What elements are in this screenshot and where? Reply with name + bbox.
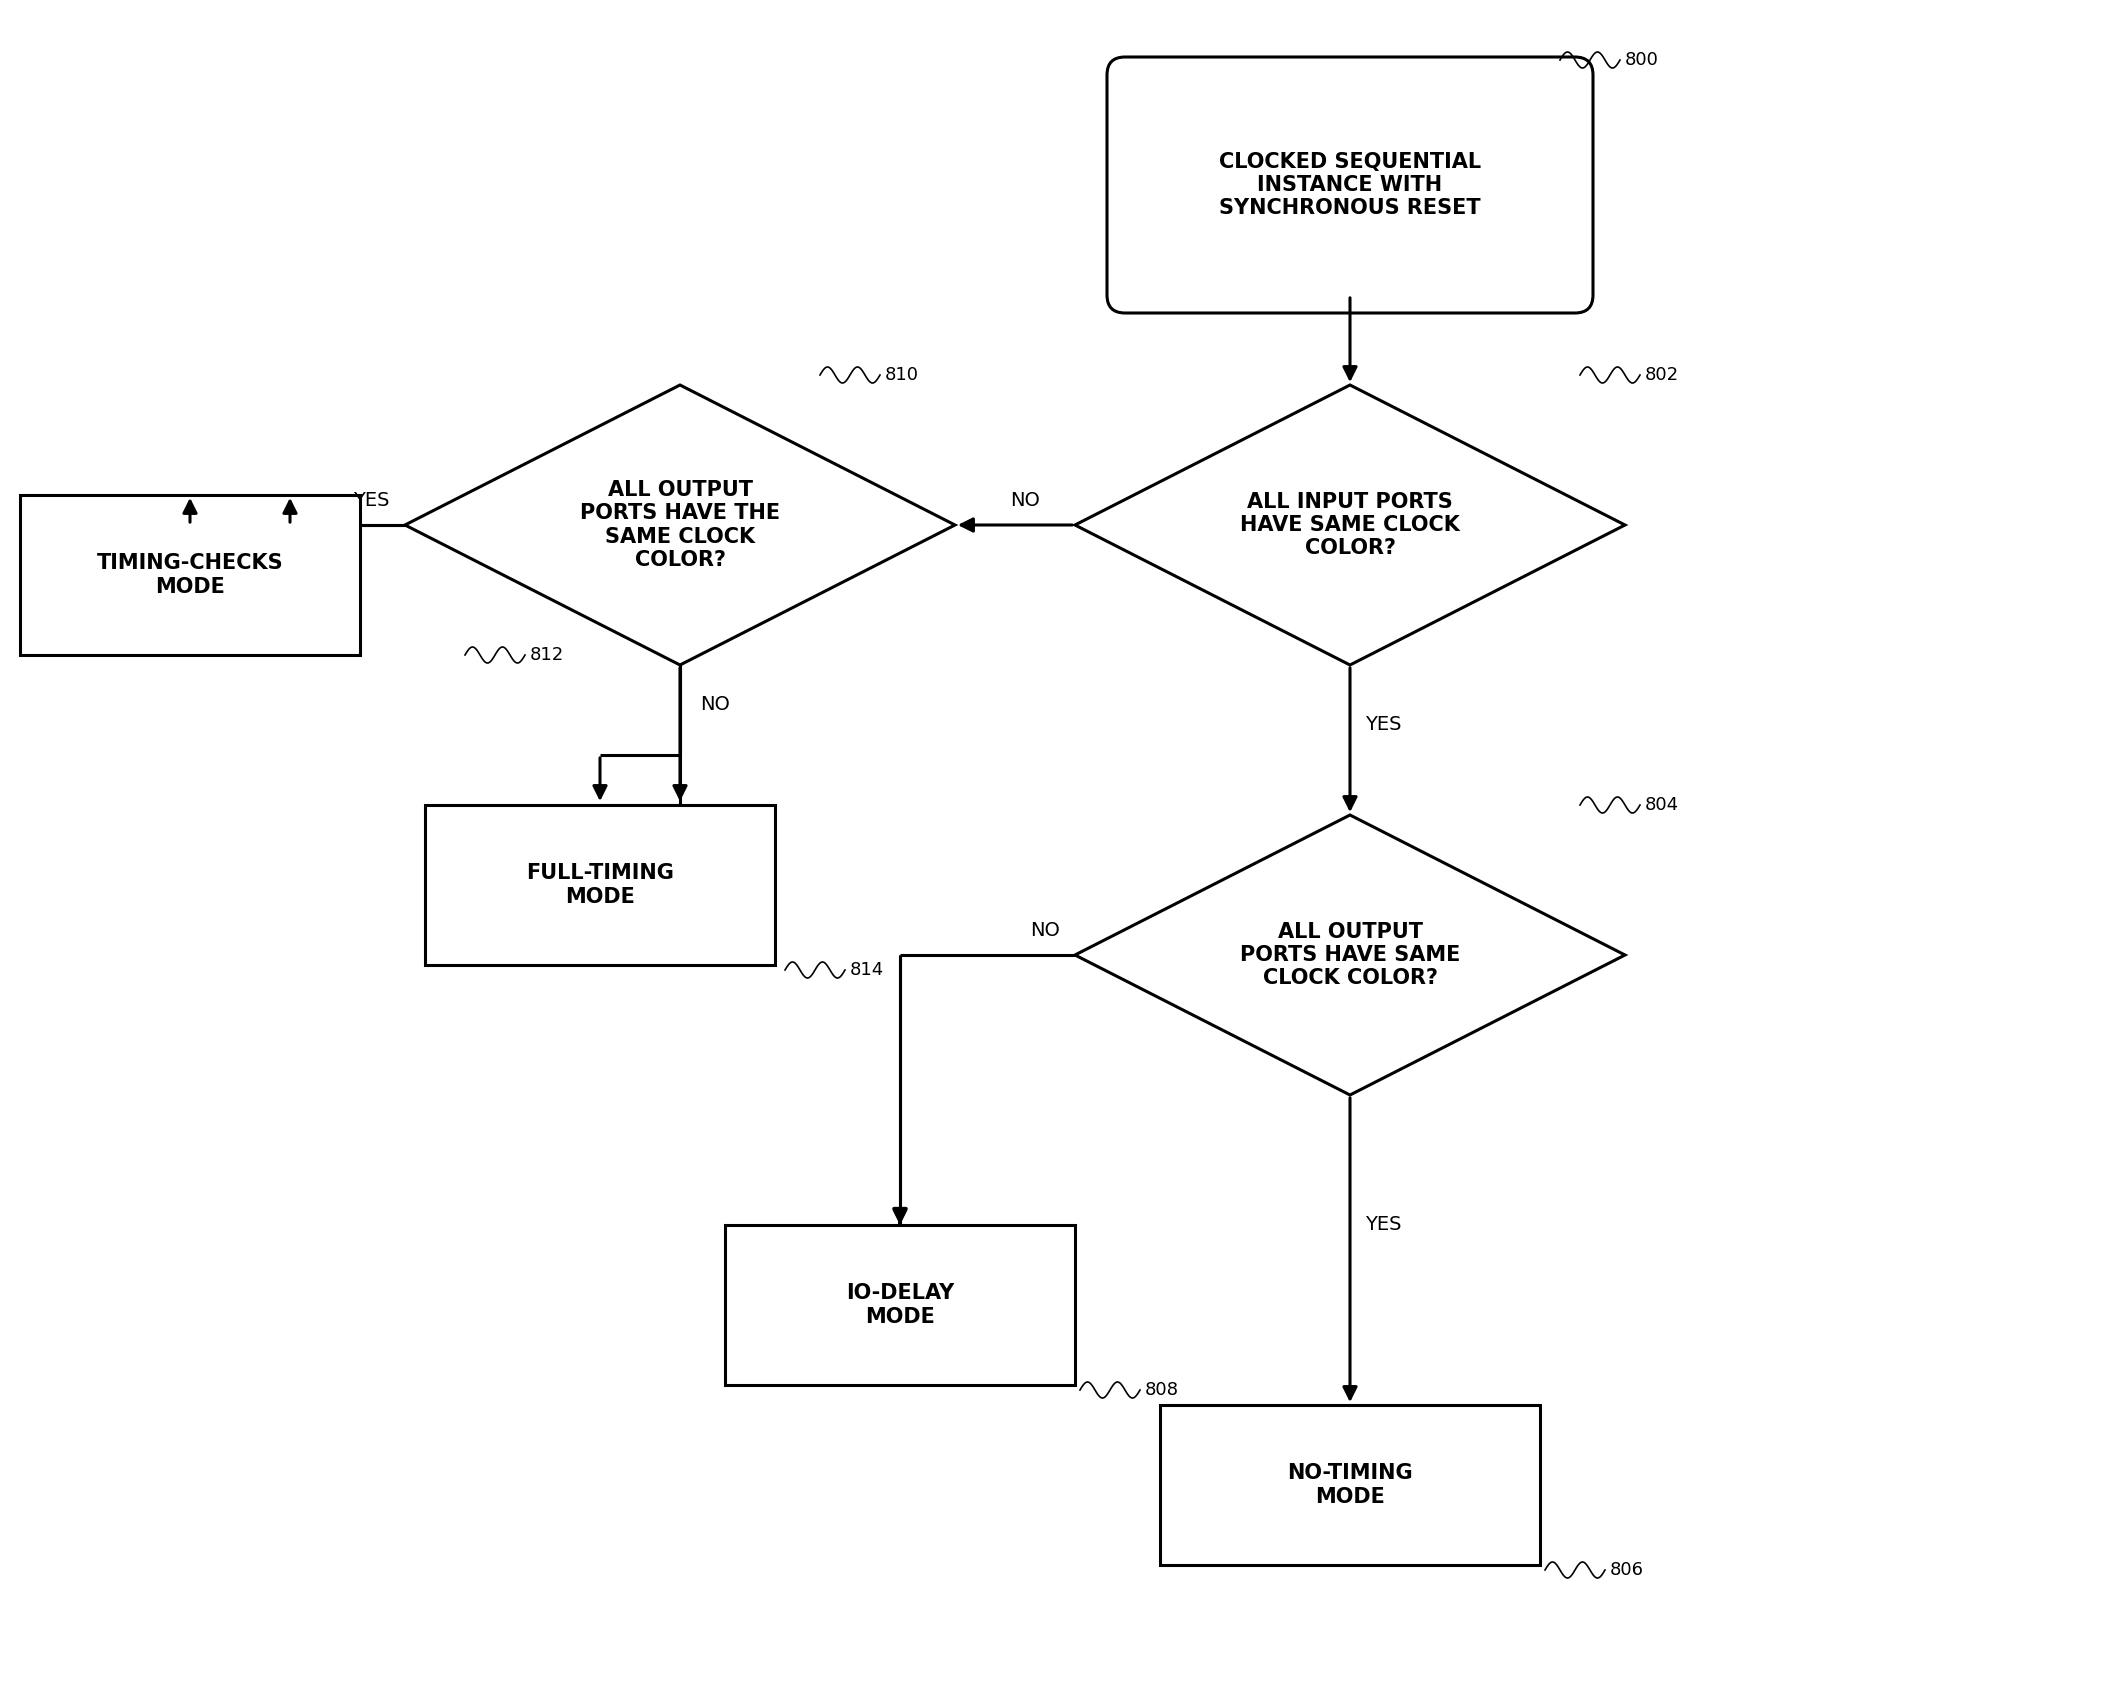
Text: ALL OUTPUT
PORTS HAVE SAME
CLOCK COLOR?: ALL OUTPUT PORTS HAVE SAME CLOCK COLOR? (1239, 922, 1460, 989)
Polygon shape (405, 385, 955, 665)
Text: YES: YES (1364, 716, 1401, 735)
Text: IO-DELAY
MODE: IO-DELAY MODE (847, 1284, 955, 1326)
Text: FULL-TIMING
MODE: FULL-TIMING MODE (526, 863, 675, 907)
Text: 814: 814 (851, 962, 885, 979)
Text: NO: NO (1029, 921, 1061, 939)
Text: NO: NO (1010, 491, 1040, 510)
Text: 804: 804 (1645, 796, 1679, 813)
Text: 808: 808 (1146, 1381, 1180, 1400)
Text: YES: YES (1364, 1216, 1401, 1234)
Text: 806: 806 (1611, 1562, 1645, 1579)
Text: ALL OUTPUT
PORTS HAVE THE
SAME CLOCK
COLOR?: ALL OUTPUT PORTS HAVE THE SAME CLOCK COL… (579, 481, 781, 569)
Bar (1161, 1405, 1541, 1565)
Bar (19, 494, 361, 655)
Text: 800: 800 (1625, 51, 1659, 68)
Polygon shape (1076, 815, 1625, 1095)
Bar (424, 805, 775, 965)
Text: ALL INPUT PORTS
HAVE SAME CLOCK
COLOR?: ALL INPUT PORTS HAVE SAME CLOCK COLOR? (1239, 491, 1460, 558)
Text: YES: YES (354, 491, 390, 510)
Text: NO-TIMING
MODE: NO-TIMING MODE (1288, 1463, 1413, 1507)
Bar (726, 1224, 1076, 1384)
Text: CLOCKED SEQUENTIAL
INSTANCE WITH
SYNCHRONOUS RESET: CLOCKED SEQUENTIAL INSTANCE WITH SYNCHRO… (1218, 152, 1481, 218)
Text: 802: 802 (1645, 367, 1679, 384)
Polygon shape (1076, 385, 1625, 665)
Text: 810: 810 (885, 367, 919, 384)
Text: NO: NO (700, 696, 730, 714)
Text: 812: 812 (530, 646, 564, 663)
Text: TIMING-CHECKS
MODE: TIMING-CHECKS MODE (98, 554, 284, 597)
FancyBboxPatch shape (1108, 56, 1594, 314)
